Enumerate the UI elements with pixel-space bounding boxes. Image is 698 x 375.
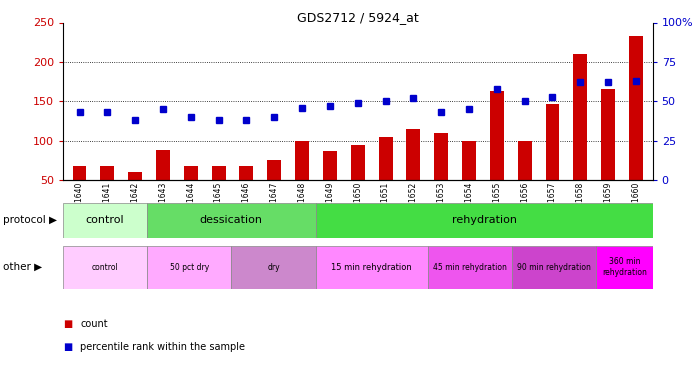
Bar: [462, 141, 476, 219]
Bar: [147, 202, 315, 238]
Bar: [518, 141, 532, 219]
Bar: [147, 246, 231, 289]
Text: dry: dry: [267, 262, 280, 272]
Bar: [63, 202, 147, 238]
Bar: [597, 246, 653, 289]
Bar: [323, 151, 337, 219]
Bar: [351, 145, 364, 219]
Text: 360 min
rehydration: 360 min rehydration: [602, 258, 647, 277]
Text: other ▶: other ▶: [3, 262, 43, 272]
Text: percentile rank within the sample: percentile rank within the sample: [80, 342, 245, 352]
Text: 45 min rehydration: 45 min rehydration: [433, 262, 507, 272]
Bar: [231, 246, 315, 289]
Bar: [406, 129, 420, 219]
Bar: [73, 166, 87, 219]
Bar: [128, 172, 142, 219]
Bar: [267, 160, 281, 219]
Text: ■: ■: [63, 320, 72, 329]
Bar: [546, 104, 559, 219]
Bar: [601, 90, 615, 219]
Bar: [315, 246, 428, 289]
Text: control: control: [91, 262, 119, 272]
Bar: [156, 150, 170, 219]
Text: rehydration: rehydration: [452, 215, 517, 225]
Text: count: count: [80, 320, 108, 329]
Bar: [63, 246, 147, 289]
Bar: [428, 246, 512, 289]
Text: 15 min rehydration: 15 min rehydration: [332, 262, 412, 272]
Bar: [295, 141, 309, 219]
Text: 50 pct dry: 50 pct dry: [170, 262, 209, 272]
Bar: [211, 166, 225, 219]
Bar: [629, 36, 643, 219]
Bar: [378, 137, 392, 219]
Text: dessication: dessication: [200, 215, 263, 225]
Text: control: control: [86, 215, 124, 225]
Bar: [512, 246, 597, 289]
Bar: [573, 54, 587, 219]
Bar: [434, 133, 448, 219]
Bar: [239, 166, 253, 219]
Bar: [101, 166, 114, 219]
Bar: [315, 202, 653, 238]
Text: ■: ■: [63, 342, 72, 352]
Text: protocol ▶: protocol ▶: [3, 215, 57, 225]
Bar: [184, 166, 198, 219]
Text: 90 min rehydration: 90 min rehydration: [517, 262, 591, 272]
Text: GDS2712 / 5924_at: GDS2712 / 5924_at: [297, 11, 419, 24]
Bar: [490, 91, 504, 219]
